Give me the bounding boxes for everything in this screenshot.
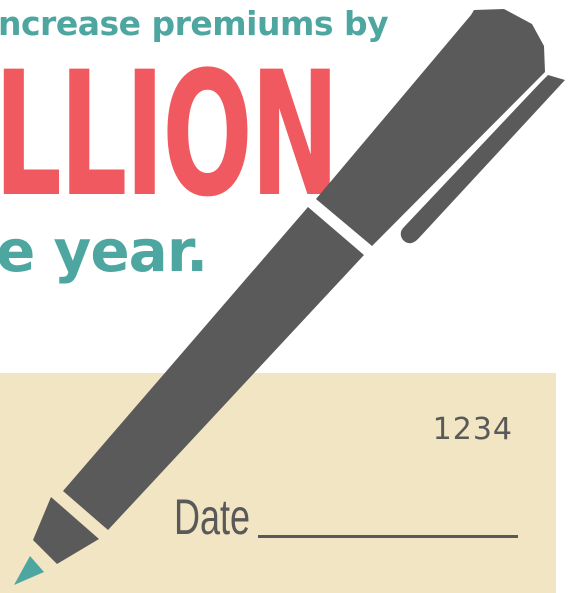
- date-signature-line: [258, 535, 518, 538]
- date-label: Date: [174, 489, 251, 545]
- headline-bottom-line: e year.: [0, 217, 208, 285]
- check-number: 1234: [432, 412, 513, 447]
- date-row: Date: [174, 489, 524, 545]
- check-graphic: 1234 Date: [0, 373, 556, 593]
- headline-amount-word: LLION: [0, 34, 340, 235]
- pen-cap: [316, 9, 545, 246]
- pen-clip: [400, 75, 565, 244]
